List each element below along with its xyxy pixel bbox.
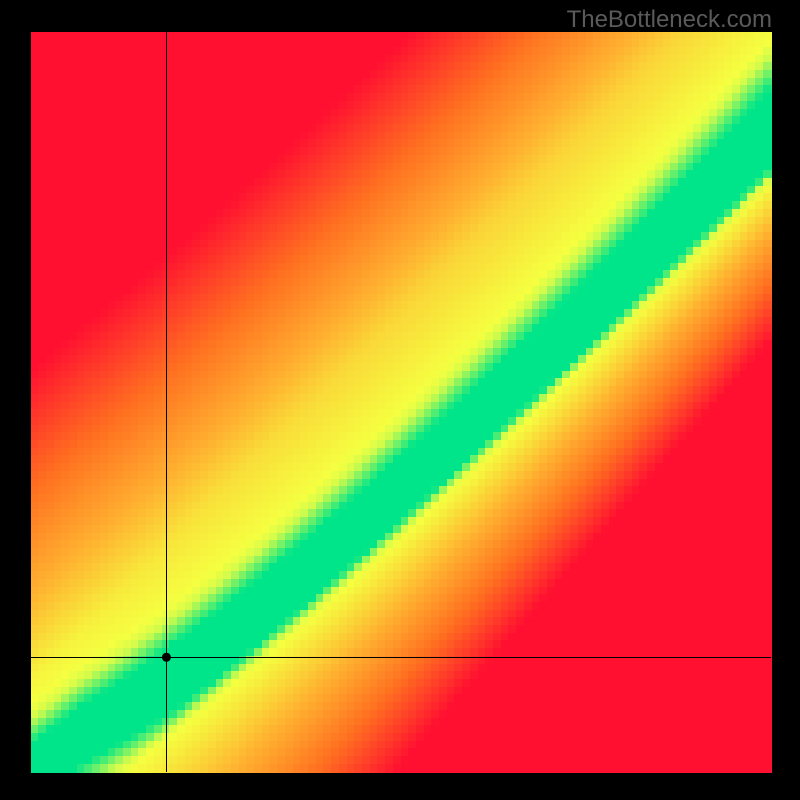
watermark-text: TheBottleneck.com	[567, 6, 772, 34]
bottleneck-heatmap	[0, 0, 800, 800]
chart-container: TheBottleneck.com	[0, 0, 800, 800]
